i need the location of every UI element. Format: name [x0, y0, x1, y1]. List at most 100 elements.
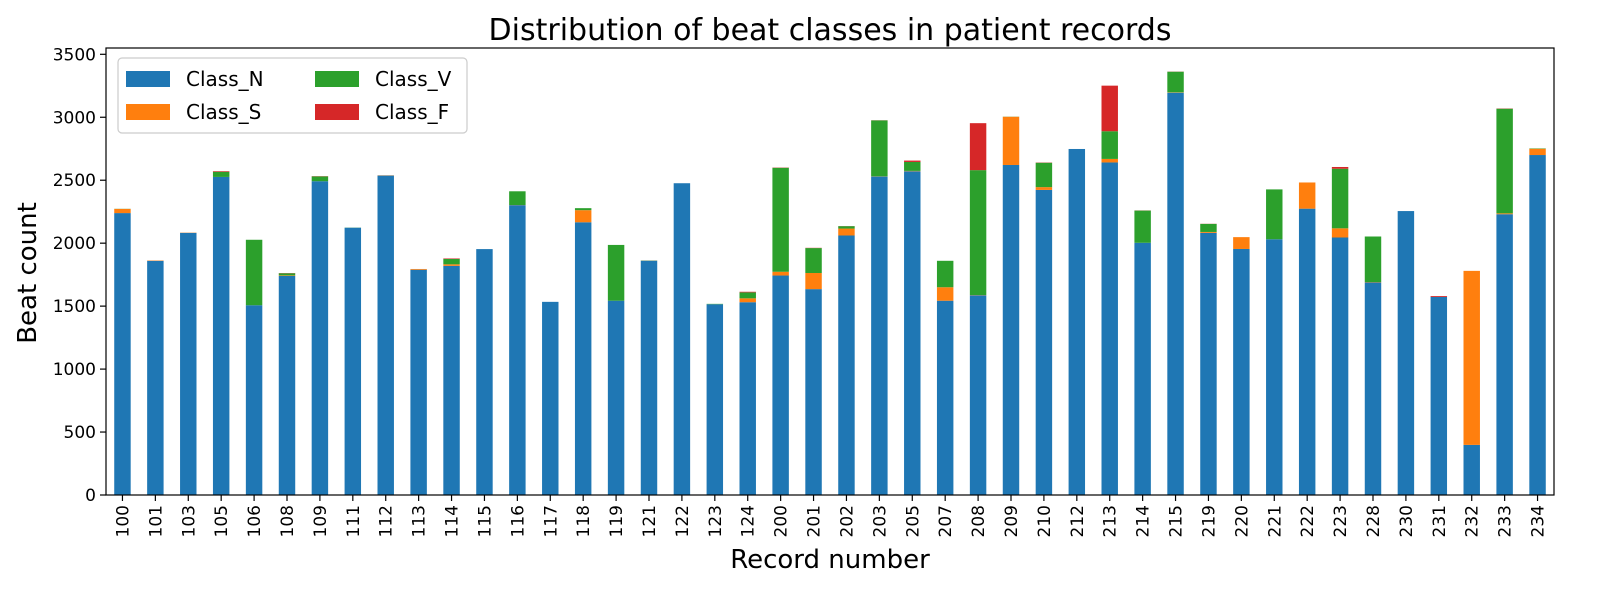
bar-class-f-231: [1430, 296, 1448, 297]
bar-class-n-207: [936, 300, 954, 495]
x-tick-label: 207: [936, 505, 956, 537]
x-tick-label: 232: [1463, 505, 1483, 537]
bar-class-s-210: [1035, 187, 1053, 190]
bar-class-f-208: [969, 123, 987, 171]
legend-label-class-s: Class_S: [186, 100, 261, 124]
bar-class-v-119: [607, 244, 625, 301]
bar-class-v-106: [245, 239, 263, 306]
bar-class-n-214: [1134, 242, 1151, 495]
bar-class-s-114: [443, 264, 460, 266]
bar-class-v-200: [772, 167, 789, 272]
bar-class-n-116: [509, 205, 526, 495]
bar-class-v-228: [1364, 236, 1382, 283]
x-tick-label: 108: [278, 505, 298, 537]
bar-class-v-108: [278, 273, 296, 276]
x-tick-label: 109: [311, 505, 331, 537]
bar-class-n-219: [1200, 232, 1217, 495]
x-tick-label: 231: [1430, 505, 1450, 537]
plot-frame: [105, 47, 1555, 496]
x-tick-label: 212: [1068, 505, 1088, 537]
x-tick-label: 222: [1298, 505, 1318, 537]
x-tick-label: 103: [179, 505, 199, 537]
bar-class-v-105: [212, 171, 230, 177]
bar-class-s-222: [1298, 182, 1316, 209]
bar-class-f-205: [904, 160, 921, 162]
bar-class-v-215: [1167, 71, 1184, 93]
bar-class-n-228: [1364, 282, 1382, 495]
bar-class-v-205: [904, 161, 921, 171]
bar-class-n-222: [1298, 208, 1316, 496]
bar-class-n-105: [212, 176, 230, 495]
bar-class-n-101: [147, 260, 164, 495]
bar-class-v-221: [1266, 189, 1283, 240]
bar-class-f-223: [1331, 166, 1349, 169]
bar-class-s-201: [805, 273, 822, 290]
x-tick-label: 123: [706, 505, 726, 537]
legend-box: [117, 57, 468, 134]
bar-class-s-200: [772, 271, 789, 276]
bar-class-v-203: [871, 120, 888, 177]
bar-class-s-220: [1233, 237, 1250, 249]
bar-class-v-219: [1200, 223, 1217, 232]
bar-class-n-221: [1266, 239, 1283, 495]
x-tick-label: 209: [1002, 505, 1022, 537]
x-tick-label: 115: [475, 505, 495, 537]
x-tick-label: 215: [1167, 505, 1187, 537]
x-tick-label: 213: [1101, 505, 1121, 537]
bar-class-n-200: [772, 275, 789, 495]
y-tick-label: 0: [85, 486, 96, 506]
bar-class-n-203: [871, 176, 888, 495]
x-tick-label: 203: [870, 505, 890, 537]
bar-class-n-115: [476, 249, 493, 495]
bar-class-n-124: [739, 302, 756, 495]
x-tick-label: 114: [443, 505, 463, 537]
bar-class-s-232: [1463, 270, 1480, 445]
y-tick-label: 2000: [53, 234, 96, 254]
legend: Class_N Class_S Class_V Class_F: [117, 57, 468, 134]
bar-class-n-233: [1496, 214, 1513, 495]
bar-class-n-108: [278, 275, 296, 495]
bar-class-n-230: [1397, 211, 1415, 495]
bar-class-s-118: [574, 210, 592, 223]
x-tick-label: 121: [640, 505, 660, 537]
bar-class-s-113: [410, 268, 427, 270]
bar-class-n-212: [1068, 148, 1086, 496]
x-tick-label: 221: [1265, 505, 1285, 537]
x-tick-label: 234: [1529, 505, 1549, 537]
bar-class-n-123: [706, 304, 724, 495]
legend-swatch-class-v: [315, 71, 359, 87]
bar-class-n-103: [180, 232, 197, 495]
x-tick-label: 201: [805, 505, 825, 537]
bar-class-v-116: [509, 191, 526, 206]
bar-class-n-114: [443, 265, 460, 495]
bar-class-s-202: [838, 228, 855, 236]
legend-swatch-class-n: [126, 71, 170, 87]
bar-class-f-213: [1101, 85, 1118, 132]
bar-class-f-114: [443, 258, 460, 259]
bar-class-n-209: [1002, 164, 1020, 496]
bar-class-v-210: [1035, 162, 1053, 188]
x-tick-label: 214: [1134, 505, 1154, 537]
legend-swatch-class-f: [315, 104, 359, 120]
bar-class-s-223: [1331, 228, 1349, 238]
x-axis-label: Record number: [730, 545, 930, 575]
x-tick-label: 220: [1232, 505, 1252, 537]
bar-class-v-118: [574, 208, 592, 211]
x-tick-label: 122: [673, 505, 693, 537]
bar-class-n-205: [904, 171, 921, 495]
bar-class-v-124: [739, 292, 756, 299]
x-tick-label: 228: [1364, 505, 1384, 537]
x-tick-label: 105: [212, 505, 232, 537]
x-tick-label: 223: [1331, 505, 1351, 537]
legend-swatch-class-s: [126, 104, 170, 120]
bar-class-f-124: [739, 291, 756, 293]
bar-class-s-233: [1496, 213, 1513, 215]
bar-class-n-109: [311, 181, 329, 495]
x-tick-label: 118: [574, 505, 594, 537]
x-tick-label: 112: [377, 505, 397, 537]
y-tick-label: 3500: [53, 45, 96, 65]
bar-class-n-119: [607, 300, 625, 495]
legend-label-class-n: Class_N: [186, 67, 264, 91]
bar-class-v-213: [1101, 131, 1118, 159]
